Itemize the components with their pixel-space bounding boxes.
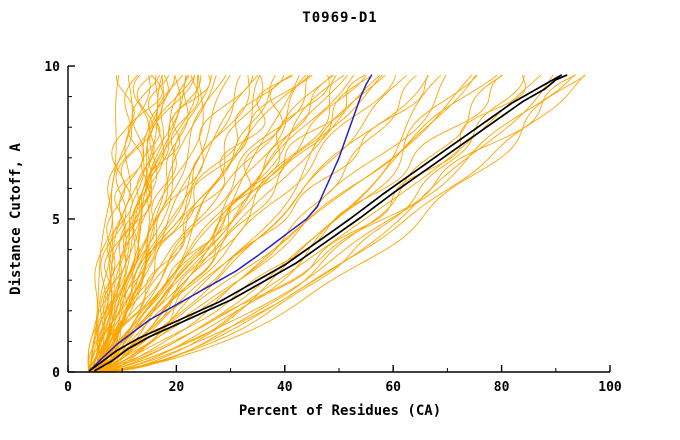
ensemble-curve: [93, 75, 165, 373]
ensemble-curve: [94, 74, 381, 373]
ensemble-curve: [90, 75, 397, 373]
ensemble-curve: [87, 74, 138, 373]
ensemble-curve: [98, 75, 526, 373]
ensemble-curve: [106, 74, 442, 373]
ensemble-curve: [93, 75, 135, 373]
ensemble-curve: [101, 74, 261, 373]
ensemble-curve: [98, 74, 345, 373]
y-axis-label: Distance Cutoff, A: [8, 143, 24, 295]
ensemble-curve: [98, 74, 373, 373]
x-tick-label: 60: [385, 380, 401, 395]
ensemble-curve: [100, 74, 417, 373]
ensemble-curve: [89, 74, 365, 373]
ensemble-curve: [88, 74, 149, 373]
x-tick-label: 20: [169, 380, 185, 395]
chart-title: T0969-D1: [302, 10, 378, 26]
ensemble-curve: [94, 75, 254, 373]
ensemble-curve: [95, 75, 133, 373]
ensemble-curve: [98, 74, 586, 373]
best-model-black-2-curve: [94, 74, 568, 372]
y-tick-label: 5: [52, 213, 60, 228]
x-axis-label: Percent of Residues (CA): [238, 403, 442, 419]
ensemble-curve: [95, 74, 575, 373]
x-tick-label: 40: [277, 380, 293, 395]
reference-model-blue-curve: [88, 74, 373, 372]
ensemble-curve: [97, 74, 294, 373]
y-tick-label: 0: [52, 366, 60, 381]
ensemble-curve: [105, 74, 276, 373]
ensemble-curve: [88, 75, 199, 373]
ensemble-curve: [96, 74, 478, 373]
ensemble-curve: [95, 74, 231, 373]
ensemble-curve: [98, 74, 163, 373]
x-tick-label: 0: [64, 380, 72, 395]
ensemble-curve: [92, 74, 196, 373]
ensemble-curve: [101, 74, 585, 373]
x-tick-label: 100: [598, 380, 622, 395]
x-tick-label: 80: [494, 380, 510, 395]
ensemble-curve: [98, 74, 383, 373]
ensemble-curve: [95, 74, 408, 373]
ensemble-curve: [107, 74, 554, 373]
y-tick-label: 10: [44, 60, 60, 75]
ensemble-curve: [95, 74, 367, 373]
ensemble-curve: [104, 75, 285, 373]
ensemble-curve: [89, 74, 542, 373]
ensemble-curve: [97, 75, 204, 373]
ensemble-curve: [96, 75, 309, 373]
best-model-black-1-curve: [88, 74, 563, 372]
ensemble-curve: [89, 75, 525, 373]
ensemble-curve: [98, 74, 292, 373]
ensemble-curve: [100, 75, 202, 373]
ensemble-curve: [89, 75, 159, 373]
ensemble-curve: [87, 75, 250, 373]
ensemble-curve: [101, 74, 429, 373]
